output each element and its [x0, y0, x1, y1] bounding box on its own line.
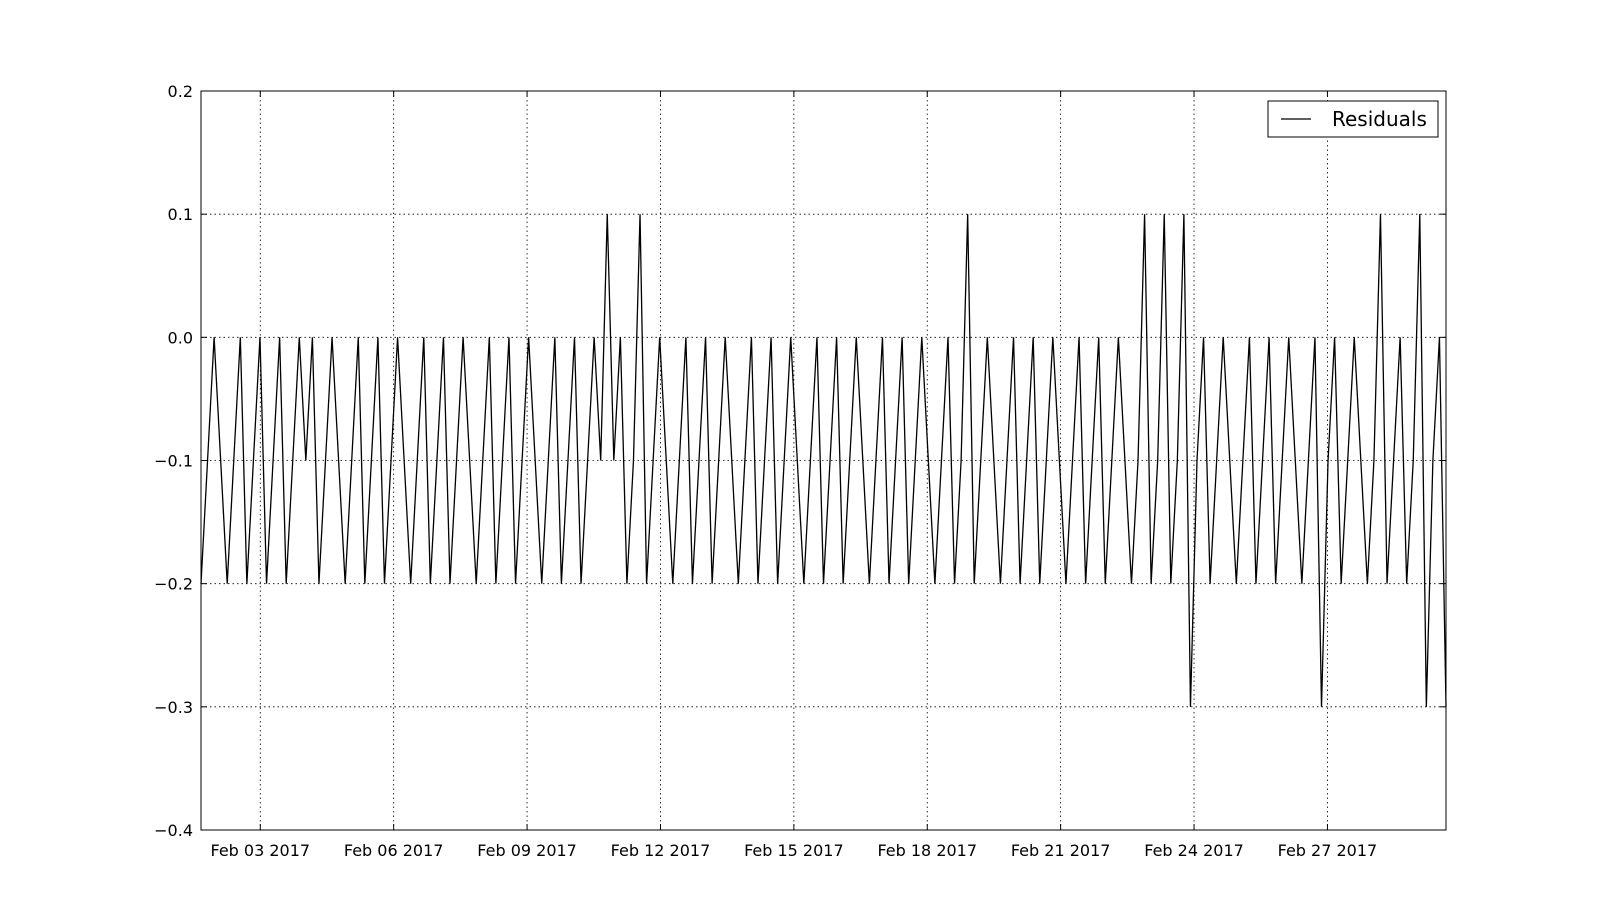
- tick-labels: 0.2 0.1 0.0 −0.1 −0.2 −0.3 −0.4 Feb 03 2017 Feb …: [154, 82, 1377, 860]
- series-line-residuals: [200, 214, 1447, 707]
- x-tick-label: Feb 24 2017: [1144, 841, 1244, 860]
- y-tick-label: 0.1: [168, 205, 193, 224]
- y-tick-label: 0.0: [168, 328, 193, 347]
- y-tick-label: −0.3: [154, 698, 193, 717]
- y-tick-label: 0.2: [168, 82, 193, 101]
- legend: Residuals: [1267, 100, 1439, 138]
- y-tick-label: −0.1: [154, 452, 193, 471]
- x-tick-label: Feb 12 2017: [611, 841, 711, 860]
- x-tick-label: Feb 15 2017: [744, 841, 844, 860]
- x-tick-label: Feb 03 2017: [210, 841, 310, 860]
- x-tick-label: Feb 09 2017: [477, 841, 577, 860]
- ticks: [201, 90, 1446, 831]
- series-layer: [200, 214, 1447, 707]
- x-tick-label: Feb 06 2017: [344, 841, 444, 860]
- x-tick-label: Feb 18 2017: [877, 841, 977, 860]
- x-tick-label: Feb 21 2017: [1011, 841, 1111, 860]
- legend-label: Residuals: [1332, 107, 1427, 131]
- y-tick-label: −0.2: [154, 575, 193, 594]
- x-tick-label: Feb 27 2017: [1278, 841, 1378, 860]
- y-tick-label: −0.4: [154, 821, 193, 840]
